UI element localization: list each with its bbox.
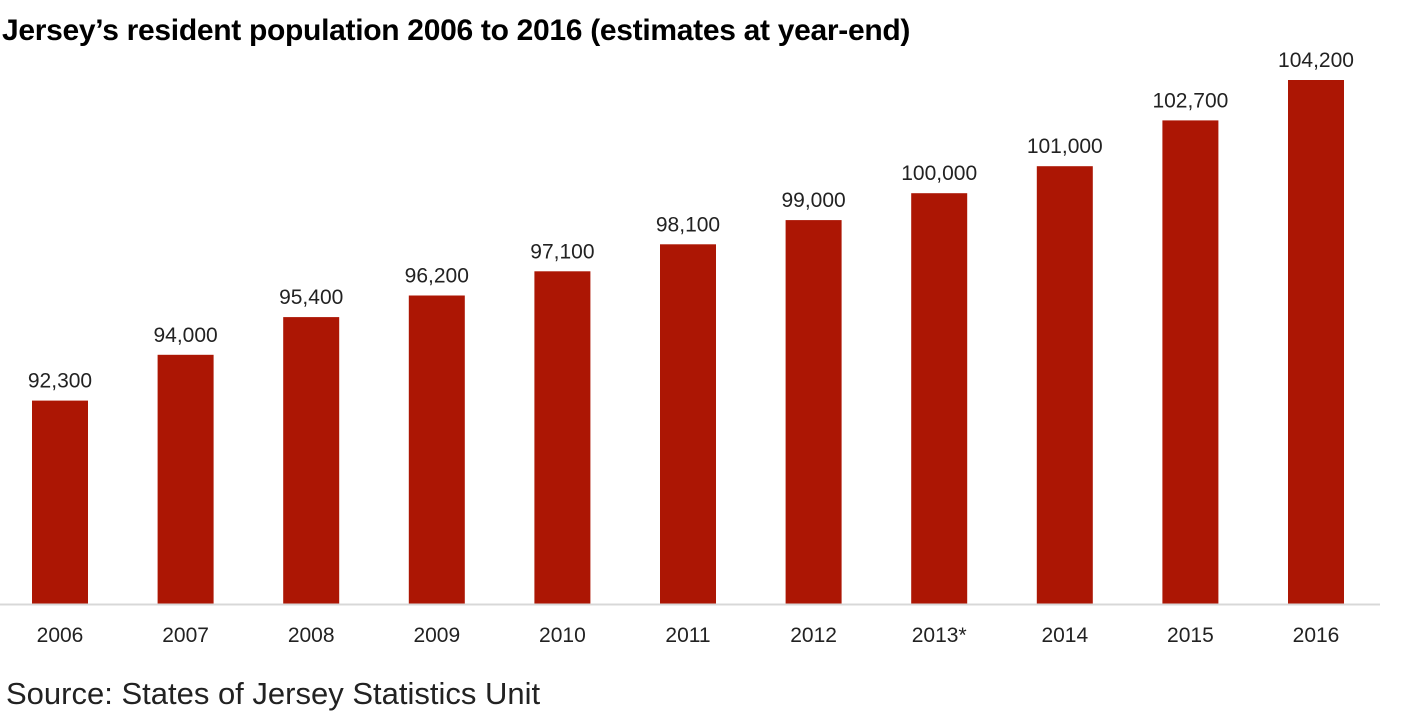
bar-chart: 92,300 94,000 95,400 96,200 97,100 98,100 99,0… [0, 49, 1380, 647]
x-tick-label: 2007 [162, 624, 209, 647]
bar-2007 [157, 354, 214, 604]
bar-2011 [660, 244, 716, 605]
value-label: 101,000 [1027, 135, 1103, 158]
value-label: 100,000 [901, 162, 977, 185]
value-label: 104,200 [1278, 49, 1354, 72]
x-tick-label: 2013* [912, 624, 967, 647]
bar-2013-asterisk [911, 193, 968, 604]
bar-2012 [785, 220, 842, 604]
bar-2015 [1162, 120, 1219, 605]
x-tick-label: 2014 [1041, 624, 1088, 647]
value-label: 98,100 [656, 213, 720, 236]
source-note: Source: States of Jersey Statistics Unit [6, 676, 541, 711]
x-tick-label: 2012 [790, 624, 837, 647]
x-tick-label: 2015 [1167, 624, 1214, 647]
bar-2016 [1288, 80, 1344, 604]
x-tick-label: 2008 [288, 624, 335, 647]
bar-2009 [408, 295, 465, 604]
x-tick-label: 2009 [413, 624, 460, 647]
bar-2008 [283, 317, 340, 604]
x-tick-label: 2011 [665, 624, 710, 647]
value-label: 102,700 [1152, 89, 1228, 112]
value-label: 97,100 [530, 240, 594, 263]
value-labels-layer: 92,300 94,000 95,400 96,200 97,100 98,100 99,0… [28, 49, 1354, 393]
x-tick-label: 2016 [1293, 624, 1340, 647]
value-label: 95,400 [279, 286, 343, 309]
bar-2014 [1036, 166, 1093, 604]
x-tick-label: 2010 [539, 624, 586, 647]
bar-2010 [534, 271, 591, 604]
value-label: 94,000 [153, 324, 217, 347]
value-label: 99,000 [781, 189, 845, 212]
chart-title: Jersey’s resident population 2006 to 201… [2, 14, 911, 47]
bars-layer [32, 80, 1344, 605]
tick-labels-layer: 2006 2007 2008 2009 2010 2011 2012 2013* 2014 201… [37, 624, 1340, 647]
x-tick-label: 2006 [37, 624, 84, 647]
value-label: 96,200 [405, 265, 469, 288]
bar-2006 [32, 400, 88, 604]
value-label: 92,300 [28, 370, 92, 393]
